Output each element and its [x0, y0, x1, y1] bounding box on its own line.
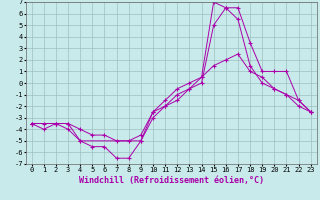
X-axis label: Windchill (Refroidissement éolien,°C): Windchill (Refroidissement éolien,°C): [79, 176, 264, 185]
